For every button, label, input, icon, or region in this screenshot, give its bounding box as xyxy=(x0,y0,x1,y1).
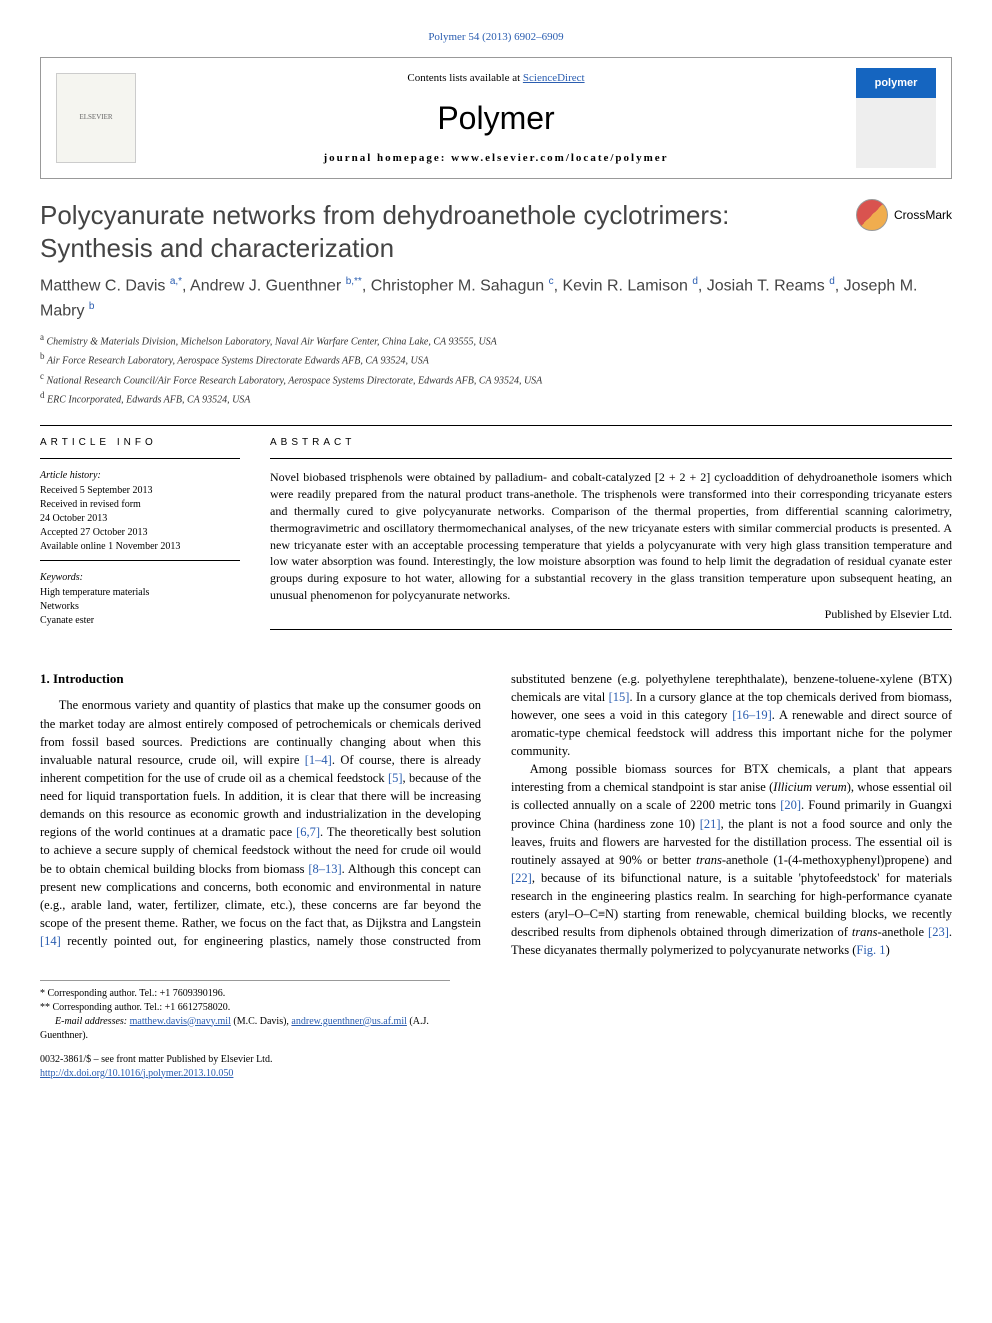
article-info-heading: ARTICLE INFO xyxy=(40,436,240,450)
sciencedirect-link[interactable]: ScienceDirect xyxy=(523,72,585,84)
corresponding-author-footnotes: * Corresponding author. Tel.: +1 7609390… xyxy=(40,980,450,1043)
abstract-text: Novel biobased trisphenols were obtained… xyxy=(270,469,952,603)
crossmark-badge[interactable]: CrossMark xyxy=(856,199,952,231)
journal-banner: ELSEVIER Contents lists available at Sci… xyxy=(40,57,952,179)
contents-available: Contents lists available at ScienceDirec… xyxy=(136,71,856,86)
abstract-publisher: Published by Elsevier Ltd. xyxy=(270,606,952,623)
elsevier-logo: ELSEVIER xyxy=(56,73,136,163)
history-line: 24 October 2013 xyxy=(40,512,240,526)
ref-5[interactable]: [5] xyxy=(388,771,403,785)
crossmark-label: CrossMark xyxy=(894,207,952,224)
author-list: Matthew C. Davis a,*, Andrew J. Guenthne… xyxy=(40,274,952,323)
ref-1-4[interactable]: [1–4] xyxy=(305,753,332,767)
affiliation-c: c National Research Council/Air Force Re… xyxy=(40,370,952,388)
ref-23[interactable]: [23] xyxy=(928,925,949,939)
ref-20[interactable]: [20] xyxy=(780,798,801,812)
article-title: Polycyanurate networks from dehydroaneth… xyxy=(40,199,836,264)
fig-1-link[interactable]: Fig. 1 xyxy=(856,943,885,957)
doi-link[interactable]: http://dx.doi.org/10.1016/j.polymer.2013… xyxy=(40,1068,233,1079)
ref-15[interactable]: [15] xyxy=(609,690,630,704)
history-label: Article history: xyxy=(40,469,240,483)
crossmark-icon xyxy=(856,199,888,231)
ref-21[interactable]: [21] xyxy=(700,817,721,831)
keyword: Networks xyxy=(40,600,240,614)
keywords-label: Keywords: xyxy=(40,571,240,585)
journal-name: Polymer xyxy=(136,96,856,141)
ref-14[interactable]: [14] xyxy=(40,934,61,948)
article-info: ARTICLE INFO Article history: Received 5… xyxy=(40,436,240,639)
abstract-heading: ABSTRACT xyxy=(270,436,952,450)
keyword: Cyanate ester xyxy=(40,614,240,628)
affiliation-b: b Air Force Research Laboratory, Aerospa… xyxy=(40,350,952,368)
citation: Polymer 54 (2013) 6902–6909 xyxy=(40,30,952,45)
ref-6-7[interactable]: [6,7] xyxy=(296,825,320,839)
affiliations: a Chemistry & Materials Division, Michel… xyxy=(40,331,952,407)
history-line: Available online 1 November 2013 xyxy=(40,540,240,554)
email-link-1[interactable]: matthew.davis@navy.mil xyxy=(130,1016,231,1027)
history-line: Accepted 27 October 2013 xyxy=(40,526,240,540)
keyword: High temperature materials xyxy=(40,586,240,600)
history-line: Received 5 September 2013 xyxy=(40,484,240,498)
ref-22[interactable]: [22] xyxy=(511,871,532,885)
history-line: Received in revised form xyxy=(40,498,240,512)
article-body: 1. Introduction The enormous variety and… xyxy=(40,670,952,960)
abstract: ABSTRACT Novel biobased trisphenols were… xyxy=(270,436,952,639)
journal-homepage: journal homepage: www.elsevier.com/locat… xyxy=(136,151,856,166)
intro-para-2: Among possible biomass sources for BTX c… xyxy=(511,760,952,959)
ref-8-13[interactable]: [8–13] xyxy=(308,862,341,876)
email-link-2[interactable]: andrew.guenthner@us.af.mil xyxy=(291,1016,406,1027)
journal-cover-thumbnail: polymer xyxy=(856,68,936,168)
ref-16-19[interactable]: [16–19] xyxy=(732,708,772,722)
imprint: 0032-3861/$ – see front matter Published… xyxy=(40,1053,952,1081)
affiliation-d: d ERC Incorporated, Edwards AFB, CA 9352… xyxy=(40,389,952,407)
section-heading-intro: 1. Introduction xyxy=(40,670,481,689)
affiliation-a: a Chemistry & Materials Division, Michel… xyxy=(40,331,952,349)
